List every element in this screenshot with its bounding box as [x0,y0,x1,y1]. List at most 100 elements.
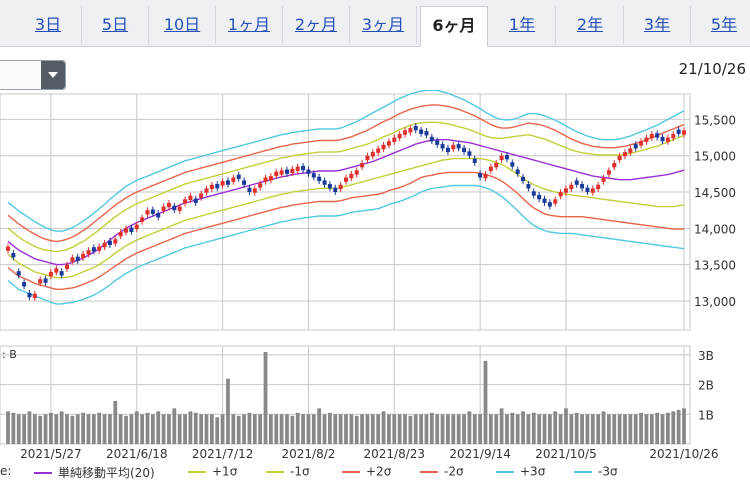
legend-label: -3σ [598,464,618,479]
volume-bar [279,414,284,444]
candle-body [682,130,686,135]
candle-body [145,210,150,215]
candle-body [542,198,547,203]
series-line [7,90,685,232]
volume-bar [542,414,547,444]
candle-body [65,264,70,270]
volume-bar [462,414,466,444]
legend-item: +1σ [188,464,237,479]
candle-body [177,206,182,211]
volume-bar [188,411,193,444]
candle-body [537,194,542,200]
tab-4[interactable]: 1ヶ月 [216,6,283,44]
chevron-down-icon[interactable] [41,61,65,89]
volume-bar [435,414,440,444]
volume-bar [521,411,525,444]
volume-bar [156,411,161,444]
candle-body [413,125,418,131]
candle-body [606,170,611,175]
candle-body [553,199,558,204]
candle-body [386,141,391,146]
price-chart: 13,000 13,500 14,000 14,500 15,000 15,500 1B 2B… [0,90,736,461]
candle-body [317,176,322,182]
volume-bar [161,414,166,444]
candle-body [124,228,129,233]
legend-swatch [496,470,514,473]
x-tick-label: 2021/9/14 [449,447,511,461]
tab-11[interactable]: 5年 [691,6,750,44]
candle-body [558,192,563,197]
volume-bar [601,411,606,444]
candle-body [622,152,627,157]
volume-bar [633,414,638,444]
volume-bar [510,412,515,444]
candle-body [43,278,48,283]
volume-bar [451,414,456,444]
volume-bar [269,414,273,444]
candle-body [188,195,193,201]
candle-body [129,227,134,232]
volume-bar [247,412,252,444]
candle-body [81,253,86,259]
volume-bar [472,414,477,444]
volume-bar [467,411,472,444]
legend-label: -1σ [290,464,310,479]
legend-item: 単純移動平均(20) [34,464,155,481]
indicator-select[interactable] [0,60,66,90]
candle-body [54,268,59,273]
x-tick-label: 2021/5/27 [20,447,82,461]
tab-3[interactable]: 10日 [149,6,216,44]
tab-1[interactable]: 3日 [15,6,82,44]
candle-body [381,144,386,150]
legend-item: -2σ [420,464,464,479]
series-line [7,171,684,291]
legend: e: 単純移動平均(20) +1σ -1σ +2σ -2σ +3σ -3σ [0,464,750,484]
series-line [7,121,685,253]
candle-body [467,151,472,156]
tab-8[interactable]: 1年 [489,6,556,44]
candle-body [284,169,289,174]
volume-bar [22,414,26,444]
volume-bar [177,414,182,444]
legend-label: 単純移動平均(20) [58,466,155,480]
candle-body [563,188,568,193]
candle-body [365,155,370,161]
volume-bar [494,414,499,444]
x-tick-label: 2021/7/12 [192,447,254,461]
candle-body [199,193,204,198]
volume-bar [38,415,43,444]
candle-body [338,184,343,190]
tab-6[interactable]: 3ヶ月 [350,6,417,44]
volume-bar [478,414,483,444]
legend-item: -1σ [266,464,310,479]
candle-body [236,174,241,179]
candle-body [322,180,327,185]
candle-body [370,152,375,157]
candle-body [102,242,107,248]
candle-body [59,271,64,276]
candle-body [547,202,552,207]
tab-10[interactable]: 3年 [624,6,691,44]
candle-body [580,184,585,189]
tab-2[interactable]: 5日 [82,6,149,44]
candle-body [445,147,450,153]
price-tick-label: 13,000 [694,295,736,309]
volume-bar [515,414,520,444]
candle-body [295,166,300,171]
volume-bar [209,414,214,444]
candle-body [628,148,633,153]
volume-bar [70,415,75,444]
volume-bar [11,412,16,444]
candle-body [521,176,526,182]
candle-body [574,180,579,185]
tab-9[interactable]: 2年 [557,6,624,44]
candle-body [6,246,10,251]
tab-5[interactable]: 2ヶ月 [283,6,350,44]
volume-bar [397,414,402,444]
candle-body [75,256,80,262]
volume-bar [671,411,676,444]
volume-bar [644,414,649,444]
volume-bar [220,414,225,444]
tab-7[interactable]: 6ヶ月 [420,6,488,47]
series-line [7,104,685,243]
